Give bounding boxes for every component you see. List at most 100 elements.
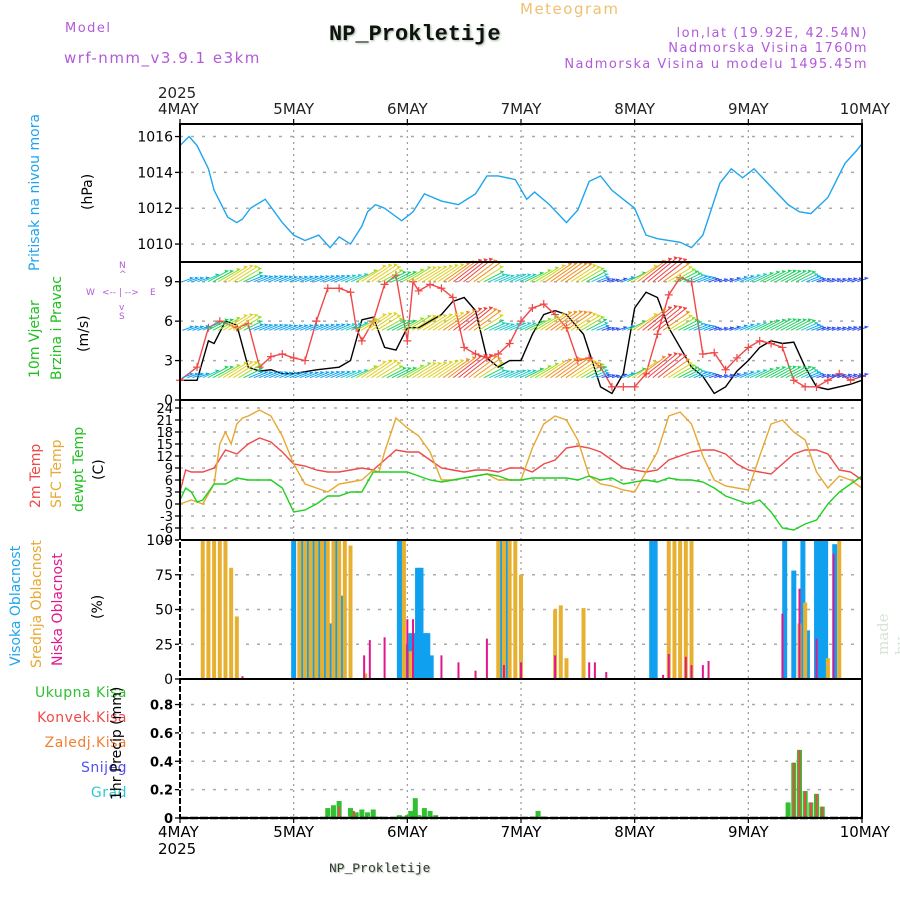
- wind-arrowhead: [341, 370, 346, 374]
- wind-arrow: [366, 264, 393, 283]
- wind-arrowhead: [816, 323, 821, 327]
- wind-arrowhead: [460, 359, 465, 363]
- wind-arrow: [586, 366, 608, 379]
- wind-arrowhead: [448, 264, 453, 268]
- wind-arrowhead: [335, 370, 340, 374]
- wind-arrowhead: [819, 372, 824, 376]
- wind-arrowhead: [303, 371, 308, 375]
- wind-arrow: [447, 309, 477, 331]
- wind-arrow: [371, 312, 398, 331]
- wind-arrow: [540, 313, 566, 331]
- wind-arrow: [422, 314, 448, 331]
- bar-srednja-oblacnost: [331, 540, 336, 679]
- wind-arrowhead: [561, 360, 566, 364]
- wind-arrowhead: [836, 373, 841, 377]
- wind-arrowhead: [388, 359, 393, 363]
- wind-arrow: [637, 260, 666, 283]
- bar-niska-oblacnost: [363, 655, 366, 679]
- bar-niska-oblacnost: [406, 619, 409, 679]
- wind-arrowhead: [325, 371, 330, 375]
- y-tick-label: 100: [146, 533, 173, 549]
- bar-ukupna-kisa: [396, 815, 402, 818]
- bar-srednja-oblacnost: [678, 540, 683, 679]
- y-tick-label: 0.2: [150, 784, 173, 799]
- wind-arrowhead: [769, 320, 774, 324]
- wind-arrowhead: [822, 277, 827, 281]
- wind-arrow: [473, 261, 502, 283]
- wind-arrowhead: [373, 317, 378, 321]
- wind-arrowhead: [853, 277, 858, 281]
- wind-arrow: [770, 365, 792, 379]
- wind-arrowhead: [611, 278, 616, 282]
- bar-srednja-oblacnost: [206, 540, 211, 679]
- wind-arrowhead: [682, 306, 687, 310]
- y-tick-label: 50: [155, 603, 173, 619]
- wind-arrow: [560, 262, 588, 283]
- precip-legend-frz: Zaledj.Kisa: [44, 735, 127, 751]
- gust-marker: [664, 290, 673, 299]
- wind-arrowhead: [822, 373, 827, 377]
- bar-niska-oblacnost: [520, 662, 522, 679]
- wind-arrow: [565, 311, 593, 331]
- wind-arrowhead: [583, 357, 588, 361]
- bar-konvek-kisa: [352, 810, 355, 818]
- wind-arrowhead: [567, 358, 572, 362]
- wind-arrow: [207, 318, 229, 331]
- wind-arrowhead: [298, 371, 303, 375]
- wind-arrowhead: [819, 324, 824, 328]
- bar-visoka-oblacnost: [291, 540, 297, 679]
- wind-arrowhead: [194, 276, 199, 280]
- wind-arrow: [555, 358, 583, 379]
- y-tick-label: 24: [156, 402, 173, 417]
- wind-arrowhead: [298, 324, 303, 328]
- wind-arrowhead: [667, 257, 672, 261]
- wind-arrowhead: [685, 357, 690, 361]
- bar-ukupna-kisa: [365, 812, 371, 818]
- wind-arrowhead: [205, 372, 210, 376]
- wind-arrowhead: [787, 365, 792, 369]
- bar-srednja-oblacnost: [363, 673, 368, 679]
- precip-legend-conv: Konvek.Kisa: [37, 710, 127, 726]
- wind-arrowhead: [578, 357, 583, 361]
- wind-arrow: [468, 259, 498, 283]
- gust-marker: [812, 382, 821, 391]
- wind-arrowhead: [268, 371, 273, 375]
- wind-arrowhead: [826, 277, 831, 281]
- wind-arrowhead: [357, 369, 362, 373]
- wind-arrow: [637, 308, 666, 331]
- y-tick-label: 0.8: [150, 699, 173, 714]
- wind-arrowhead: [539, 271, 544, 275]
- compass-w: W: [86, 288, 95, 298]
- compass-e: E: [150, 288, 156, 298]
- wind-arrowhead: [293, 324, 298, 328]
- wind-arrow: [432, 360, 459, 379]
- wind-arrowhead: [678, 305, 683, 309]
- wind-arrowhead: [407, 271, 412, 275]
- wind-arrow: [427, 265, 453, 283]
- wind-arrowhead: [224, 318, 229, 322]
- wind-arrow: [678, 270, 699, 283]
- wind-arrowhead: [711, 372, 716, 376]
- wind-arrowhead: [602, 269, 607, 273]
- wind-arrowhead: [816, 274, 821, 278]
- wind-arrowhead: [630, 371, 635, 375]
- bar-visoka-oblacnost: [804, 630, 810, 679]
- wind-arrowhead: [194, 372, 199, 376]
- precip-legend-total: Ukupna Kisa: [34, 685, 127, 701]
- wind-arrowhead: [583, 310, 588, 314]
- y-tick-label: 0.4: [150, 755, 173, 770]
- wind-arrowhead: [499, 319, 504, 323]
- wind-arrowhead: [756, 322, 761, 326]
- wind-arrowhead: [604, 273, 609, 277]
- wind-arrow: [442, 311, 471, 331]
- wind-arrow: [412, 315, 437, 331]
- wind-arrowhead: [717, 327, 722, 331]
- wind-arrowhead: [781, 365, 786, 369]
- wind-arrow: [765, 366, 786, 379]
- wind-arrowhead: [351, 323, 356, 327]
- wind-arrowhead: [288, 371, 293, 375]
- wind-arrowhead: [723, 326, 728, 330]
- wind-arrowhead: [673, 256, 678, 260]
- wind-arrowhead: [510, 323, 515, 327]
- wind-arrowhead: [532, 273, 537, 277]
